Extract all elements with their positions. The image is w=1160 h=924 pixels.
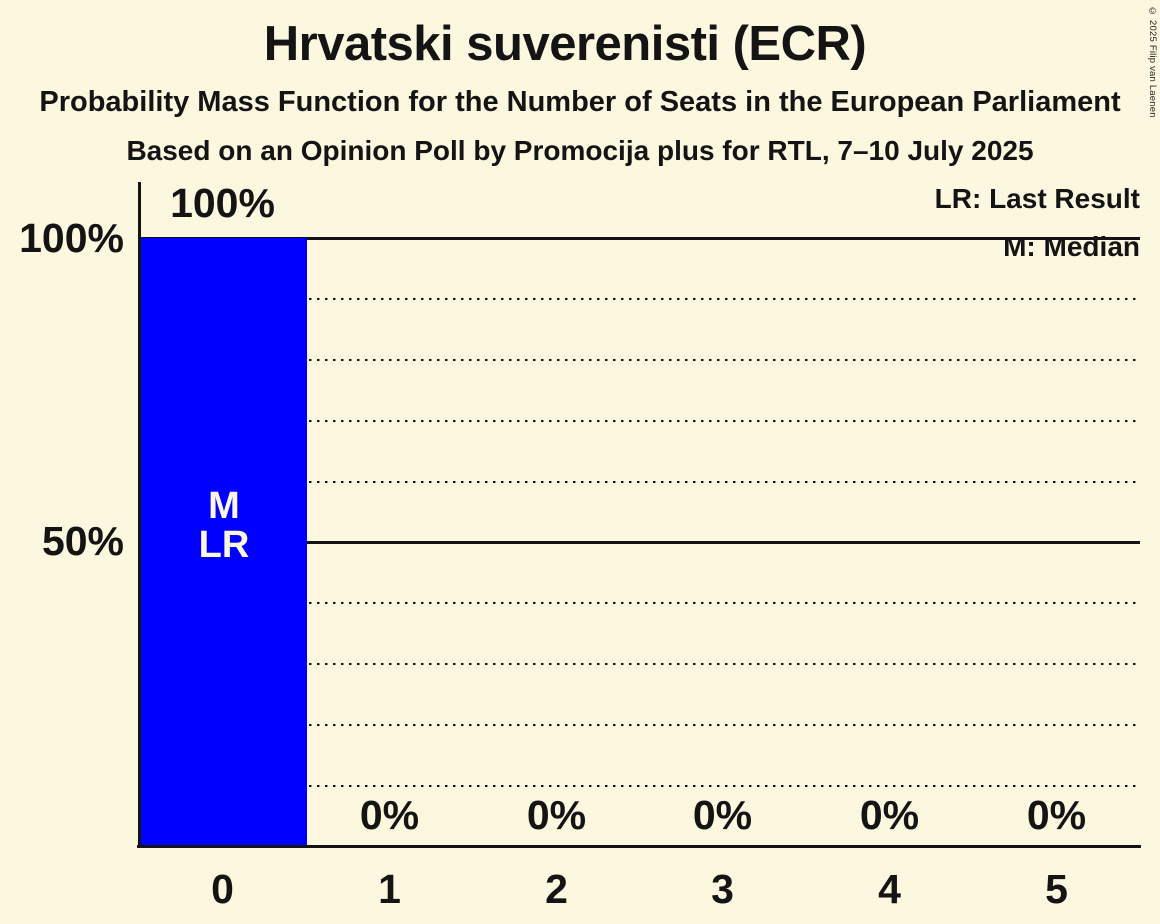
gridline-100pct bbox=[141, 237, 1140, 240]
gridline-80pct bbox=[141, 359, 1140, 362]
value-label-seats-0: 100% bbox=[170, 180, 275, 226]
chart-title: Hrvatski suverenisti (ECR) bbox=[263, 17, 867, 71]
value-label-seats-5: 0% bbox=[1026, 792, 1087, 838]
y-axis-tick-50: 50% bbox=[41, 518, 124, 564]
bar-median-lastresult-annotation: M LR bbox=[141, 487, 307, 564]
gridline-30pct bbox=[141, 663, 1140, 666]
value-label-seats-4: 0% bbox=[859, 792, 920, 838]
x-axis-tick-5: 5 bbox=[1045, 866, 1068, 912]
last-result-marker: LR bbox=[198, 523, 250, 566]
gridline-10pct bbox=[141, 785, 1140, 788]
gridline-50pct bbox=[141, 541, 1140, 544]
bar-seats-0: M LR bbox=[141, 238, 307, 846]
gridline-40pct bbox=[141, 602, 1140, 605]
chart-subtitle: Probability Mass Function for the Number… bbox=[39, 86, 1121, 118]
x-axis bbox=[137, 845, 1141, 848]
x-axis-tick-3: 3 bbox=[711, 866, 734, 912]
gridline-70pct bbox=[141, 420, 1140, 423]
x-axis-tick-0: 0 bbox=[211, 866, 234, 912]
legend-last-result: LR: Last Result bbox=[934, 183, 1140, 214]
median-marker: M bbox=[208, 485, 240, 527]
y-axis bbox=[138, 182, 141, 848]
legend-median: M: Median bbox=[1003, 231, 1140, 262]
gridline-90pct bbox=[141, 298, 1140, 301]
value-label-seats-2: 0% bbox=[526, 792, 587, 838]
y-axis-tick-100: 100% bbox=[19, 215, 124, 261]
gridline-20pct bbox=[141, 724, 1140, 727]
value-label-seats-1: 0% bbox=[359, 792, 420, 838]
value-label-seats-3: 0% bbox=[692, 792, 753, 838]
gridline-60pct bbox=[141, 481, 1140, 484]
chart-poll-source: Based on an Opinion Poll by Promocija pl… bbox=[126, 135, 1034, 166]
x-axis-tick-2: 2 bbox=[545, 866, 568, 912]
x-axis-tick-4: 4 bbox=[878, 866, 901, 912]
x-axis-tick-1: 1 bbox=[378, 866, 401, 912]
copyright-notice: © 2025 Filip van Laenen bbox=[1147, 6, 1158, 118]
